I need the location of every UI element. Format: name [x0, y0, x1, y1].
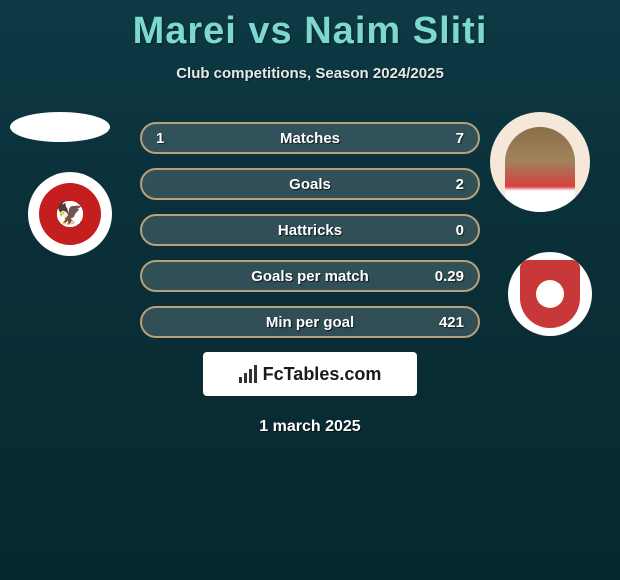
content-area: 🦅 1 Matches 7 Goals 2 Hattricks 0 Goals …: [0, 122, 620, 436]
stat-row-hattricks: Hattricks 0: [140, 214, 480, 246]
stat-right-value: 2: [434, 176, 464, 193]
eagle-icon: 🦅: [56, 201, 83, 227]
player-left-avatar: [10, 112, 110, 142]
stat-row-goals-per-match: Goals per match 0.29: [140, 260, 480, 292]
player-left-club-badge: 🦅: [28, 172, 112, 256]
stat-label: Min per goal: [266, 314, 354, 331]
stat-left-value: 1: [156, 130, 186, 147]
branding-badge[interactable]: FcTables.com: [203, 352, 417, 396]
bar-chart-icon: [239, 365, 257, 383]
stats-list: 1 Matches 7 Goals 2 Hattricks 0 Goals pe…: [140, 122, 480, 338]
stat-right-value: 0: [434, 222, 464, 239]
stat-row-goals: Goals 2: [140, 168, 480, 200]
branding-text: FcTables.com: [263, 364, 382, 385]
stat-right-value: 7: [434, 130, 464, 147]
stat-label: Goals: [289, 176, 331, 193]
stat-label: Goals per match: [251, 268, 369, 285]
stat-right-value: 0.29: [434, 268, 464, 285]
comparison-subtitle: Club competitions, Season 2024/2025: [0, 65, 620, 82]
stat-row-min-per-goal: Min per goal 421: [140, 306, 480, 338]
stat-label: Hattricks: [278, 222, 342, 239]
stat-right-value: 421: [434, 314, 464, 331]
stat-label: Matches: [280, 130, 340, 147]
stat-row-matches: 1 Matches 7: [140, 122, 480, 154]
player-right-club-badge: [508, 252, 592, 336]
ball-icon: [536, 280, 564, 308]
comparison-title: Marei vs Naim Sliti: [0, 0, 620, 53]
player-right-avatar: [490, 112, 590, 212]
comparison-date: 1 march 2025: [0, 418, 620, 436]
